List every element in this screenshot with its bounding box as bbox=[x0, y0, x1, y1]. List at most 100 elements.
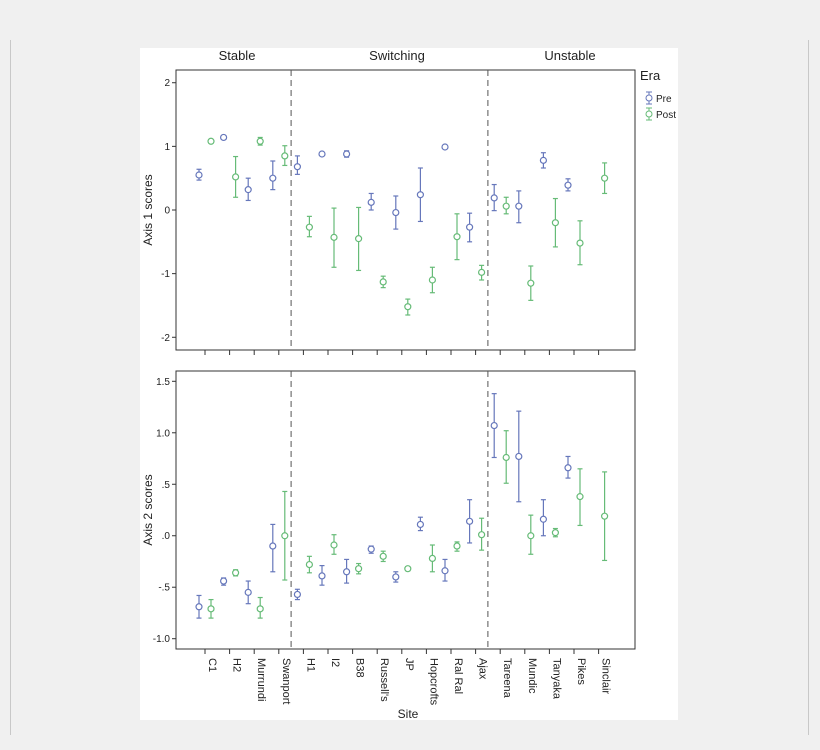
x-tick-label-i2: I2 bbox=[329, 658, 341, 667]
figure: Stable Switching Unstable Era Pre Post A… bbox=[140, 48, 678, 721]
point-axis2-pre-swanport-marker bbox=[269, 542, 277, 550]
point-axis2-post-i2-marker bbox=[330, 541, 338, 549]
x-tick-label-pikes: Pikes bbox=[575, 658, 587, 685]
x-tick-label-russell-s: Russell's bbox=[378, 658, 390, 702]
point-axis2-post-sinclair-marker bbox=[601, 512, 609, 520]
point-axis1-pre-tareena-marker bbox=[490, 194, 498, 202]
y-tick-label-axis2-3: .5 bbox=[162, 480, 171, 491]
point-axis2-post-ral-ral-marker bbox=[453, 542, 461, 550]
point-axis1-post-c1-marker bbox=[207, 137, 215, 145]
chart-marks: -2 -1 0 1 2 -1.0 -.5 .0 .5 1.0 1.5 C1 H2 Murrundi Swan… bbox=[153, 70, 612, 706]
point-axis1-pre-h1-marker bbox=[293, 163, 301, 171]
point-axis2-pre-mundic-marker bbox=[515, 452, 523, 461]
point-axis2-post-pikes-marker bbox=[576, 493, 584, 501]
point-axis1-post-i2-marker bbox=[330, 233, 338, 241]
point-axis2-post-tareena-marker bbox=[502, 453, 510, 462]
point-axis1-pre-jp-marker bbox=[392, 208, 400, 217]
point-axis2-post-c1-marker bbox=[207, 605, 215, 613]
x-tick-label-b38: B38 bbox=[354, 658, 366, 678]
point-axis2-post-hopcrofts-marker bbox=[428, 554, 436, 562]
point-axis2-pre-ajax-marker bbox=[466, 517, 474, 525]
point-axis1-pre-c1-marker bbox=[195, 171, 203, 179]
x-tick-label-sinclair: Sinclair bbox=[600, 658, 612, 694]
point-axis2-pre-h1-marker bbox=[293, 590, 301, 599]
plot-area-axis2 bbox=[175, 370, 636, 650]
x-tick-label-h1: H1 bbox=[304, 658, 316, 672]
point-axis1-post-russell-s-marker bbox=[379, 278, 387, 286]
point-axis2-post-h1-marker bbox=[305, 560, 313, 569]
point-axis1-post-b38-marker bbox=[355, 235, 363, 243]
point-axis1-post-ajax-marker bbox=[478, 268, 486, 276]
y-tick-label-axis2-1: -.5 bbox=[158, 583, 170, 594]
x-tick-label-mundic: Mundic bbox=[526, 658, 538, 694]
point-axis1-pre-tanyaka-marker bbox=[539, 156, 547, 164]
y-tick-label-axis1-0: -2 bbox=[161, 333, 170, 344]
y-axis-label-axis1: Axis 1 scores bbox=[141, 174, 155, 245]
point-axis1-pre-swanport-marker bbox=[269, 174, 277, 182]
x-tick-label-tanyaka: Tanyaka bbox=[550, 658, 562, 700]
legend-title: Era bbox=[640, 68, 661, 83]
group-label-unstable: Unstable bbox=[544, 48, 595, 63]
point-axis1-post-h1-marker bbox=[305, 223, 313, 231]
x-tick-label-h2: H2 bbox=[231, 658, 243, 672]
point-axis2-post-ajax-marker bbox=[478, 531, 486, 539]
x-tick-label-tareena: Tareena bbox=[501, 658, 513, 699]
point-axis2-post-jp-marker bbox=[404, 565, 412, 573]
y-axis-label-axis2: Axis 2 scores bbox=[141, 474, 155, 545]
x-tick-label-c1: C1 bbox=[206, 658, 218, 672]
point-axis1-pre-russell-s-marker bbox=[367, 198, 375, 206]
point-axis1-post-tanyaka-marker bbox=[551, 219, 559, 227]
x-tick-label-ral-ral: Ral Ral bbox=[452, 658, 464, 694]
point-axis1-post-pikes-marker bbox=[576, 239, 584, 247]
x-tick-label-murrundi: Murrundi bbox=[255, 658, 267, 701]
point-axis2-pre-i2-marker bbox=[318, 572, 326, 580]
point-axis1-post-ral-ral-marker bbox=[453, 233, 461, 241]
point-axis1-post-murrundi-marker bbox=[256, 137, 264, 145]
point-axis2-pre-russell-s-marker bbox=[367, 545, 375, 553]
x-tick-label-hopcrofts: Hopcrofts bbox=[427, 658, 439, 706]
point-axis1-pre-h2-marker bbox=[219, 133, 228, 142]
x-axis-label: Site bbox=[398, 707, 419, 720]
x-tick-label-swanport: Swanport bbox=[280, 658, 292, 704]
point-axis2-pre-c1-marker bbox=[195, 603, 203, 611]
point-axis2-post-russell-s-marker bbox=[379, 552, 387, 560]
legend-item-pre: Pre bbox=[645, 91, 672, 105]
y-tick-label-axis2-0: -1.0 bbox=[153, 634, 171, 645]
point-axis1-post-swanport-marker bbox=[281, 152, 289, 160]
point-axis1-post-mundic-marker bbox=[527, 279, 535, 287]
point-axis2-pre-h2-marker bbox=[219, 577, 228, 585]
point-axis1-post-sinclair-marker bbox=[601, 174, 609, 182]
group-label-stable: Stable bbox=[219, 48, 256, 63]
group-label-switching: Switching bbox=[369, 48, 425, 63]
point-axis1-post-h2-marker bbox=[231, 173, 240, 181]
point-axis1-pre-ajax-marker bbox=[466, 223, 474, 231]
point-axis2-pre-tanyaka-marker bbox=[539, 515, 547, 523]
point-axis2-pre-murrundi-marker bbox=[244, 588, 252, 596]
point-axis1-pre-b38-marker bbox=[343, 150, 351, 158]
page-frame-left bbox=[10, 40, 11, 735]
point-axis2-post-h2-marker bbox=[231, 569, 240, 577]
point-axis2-pre-hopcrofts-marker bbox=[416, 520, 424, 529]
y-tick-label-axis1-1: -1 bbox=[161, 269, 170, 280]
point-axis2-post-swanport-marker bbox=[281, 532, 289, 540]
legend-label-pre: Pre bbox=[656, 94, 672, 105]
point-axis2-pre-b38-marker bbox=[343, 568, 351, 576]
point-axis1-pre-pikes-marker bbox=[564, 181, 572, 189]
point-axis1-pre-mundic-marker bbox=[515, 202, 523, 210]
y-tick-label-axis2-2: .0 bbox=[162, 531, 171, 542]
point-axis2-pre-pikes-marker bbox=[564, 464, 572, 472]
point-axis1-pre-ral-ral-marker bbox=[441, 143, 449, 151]
point-axis2-post-tanyaka-marker bbox=[551, 529, 559, 537]
point-axis2-pre-ral-ral-marker bbox=[441, 567, 449, 575]
y-tick-label-axis1-3: 1 bbox=[164, 142, 170, 153]
point-axis1-pre-i2-marker bbox=[318, 150, 326, 158]
page-frame-right bbox=[808, 40, 809, 735]
legend-item-post: Post bbox=[645, 107, 676, 121]
legend-label-post: Post bbox=[656, 110, 676, 121]
y-tick-label-axis2-4: 1.0 bbox=[156, 428, 170, 439]
point-axis2-pre-tareena-marker bbox=[490, 421, 498, 430]
x-tick-label-ajax: Ajax bbox=[477, 658, 489, 680]
point-axis2-post-mundic-marker bbox=[527, 532, 535, 540]
point-axis2-post-murrundi-marker bbox=[256, 605, 264, 613]
point-axis1-post-tareena-marker bbox=[502, 202, 510, 210]
